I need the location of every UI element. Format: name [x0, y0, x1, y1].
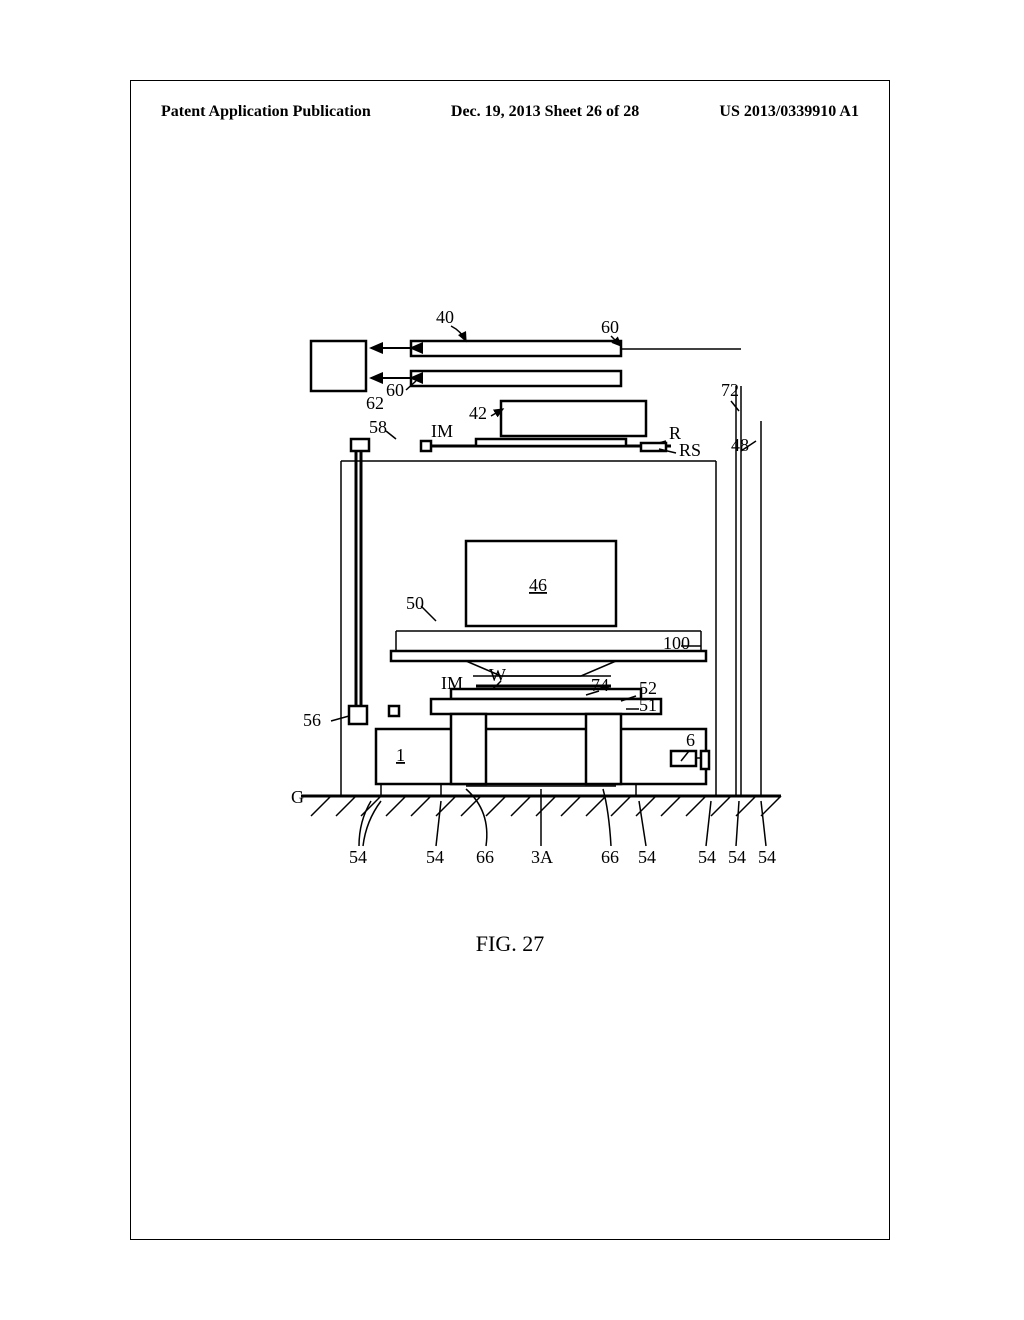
diagram-svg: 40 60 60 62 42 72 58 IM R RS 48 50 46 10…: [241, 291, 801, 891]
lbl-62: 62: [366, 393, 384, 413]
lbl-51: 51: [639, 695, 657, 715]
lbl-1: 1: [396, 745, 405, 765]
reticle-r: [476, 439, 626, 446]
lbl-50: 50: [406, 593, 424, 613]
lbl-60a: 60: [601, 317, 619, 337]
lbl-IM2: IM: [441, 673, 463, 693]
lbl-3A: 3A: [531, 847, 553, 867]
lbl-54a: 54: [349, 847, 367, 867]
figure-27: 40 60 60 62 42 72 58 IM R RS 48 50 46 10…: [241, 291, 801, 891]
laser-60b: [411, 371, 621, 386]
stage-52: [431, 699, 661, 714]
lbl-66b: 66: [601, 847, 619, 867]
lbl-54d: 54: [698, 847, 716, 867]
lbl-6: 6: [686, 730, 695, 750]
box-62: [311, 341, 366, 391]
lbl-40: 40: [436, 307, 454, 327]
lbl-42: 42: [469, 403, 487, 423]
lbl-IM1: IM: [431, 421, 453, 441]
box-42: [501, 401, 646, 436]
lbl-54f: 54: [758, 847, 776, 867]
lbl-G: G: [291, 787, 304, 807]
lbl-W: W: [489, 665, 506, 685]
laser-60a: [411, 341, 621, 356]
lbl-58: 58: [369, 417, 387, 437]
lbl-54c: 54: [638, 847, 656, 867]
header-right: US 2013/0339910 A1: [719, 103, 859, 121]
header-left: Patent Application Publication: [161, 103, 371, 121]
page-frame: Patent Application Publication Dec. 19, …: [130, 80, 890, 1240]
lbl-56: 56: [303, 710, 321, 730]
lbl-60b: 60: [386, 380, 404, 400]
lbl-54b: 54: [426, 847, 444, 867]
header-center: Dec. 19, 2013 Sheet 26 of 28: [451, 103, 639, 121]
page-header: Patent Application Publication Dec. 19, …: [161, 103, 859, 121]
base-1: [376, 729, 706, 784]
lbl-48: 48: [731, 435, 749, 455]
lbl-72: 72: [721, 380, 739, 400]
stage-74: [451, 689, 641, 699]
lbl-54e: 54: [728, 847, 746, 867]
lbl-100: 100: [663, 633, 690, 653]
figure-caption: FIG. 27: [131, 931, 889, 957]
lbl-RS: RS: [679, 440, 701, 460]
lbl-74: 74: [591, 675, 609, 695]
lbl-66a: 66: [476, 847, 494, 867]
lbl-46: 46: [529, 575, 547, 595]
